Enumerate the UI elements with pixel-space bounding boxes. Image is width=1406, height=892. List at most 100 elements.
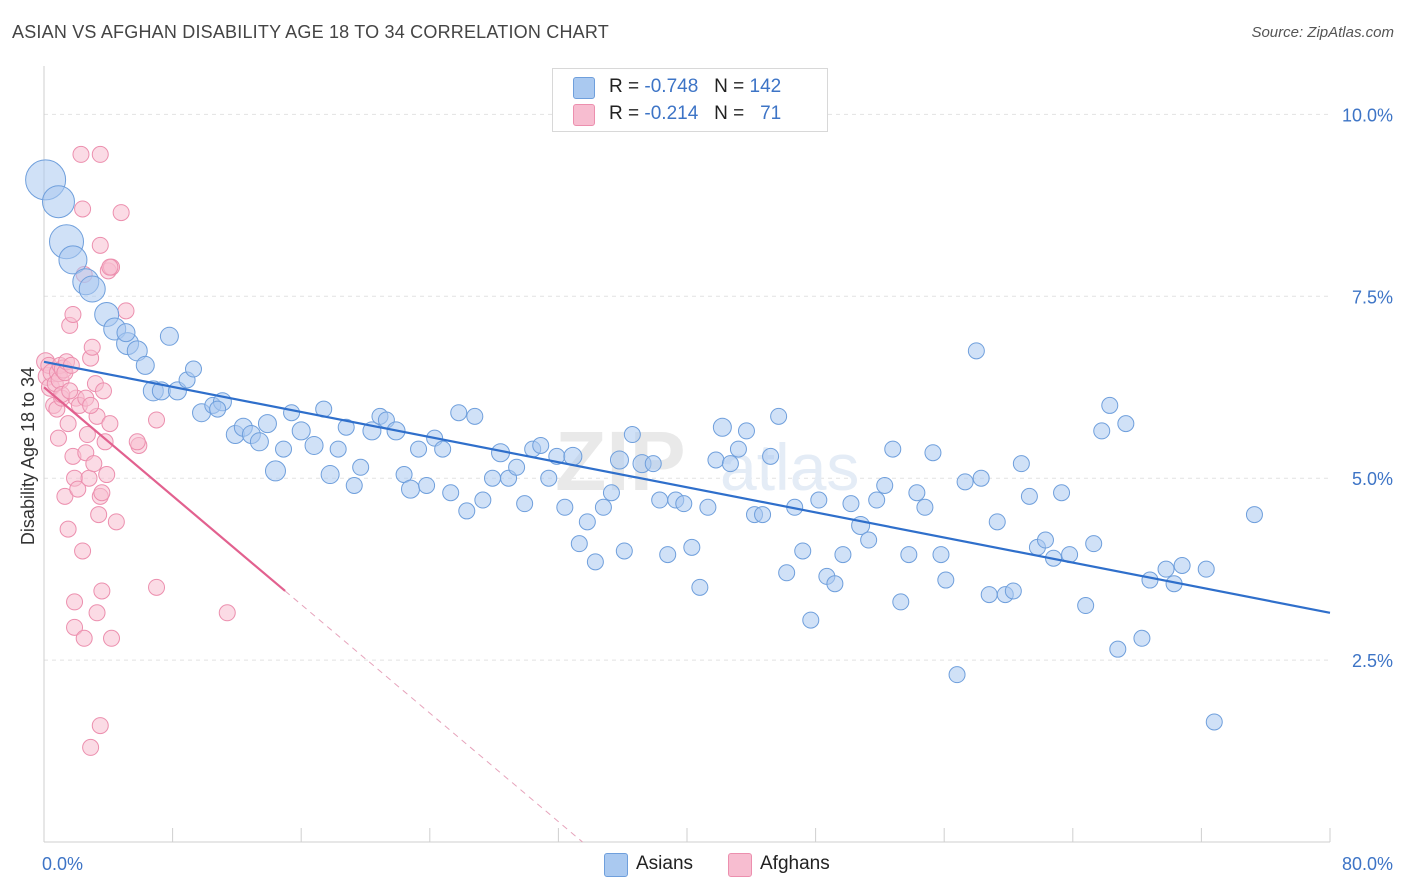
afghans-swatch <box>573 104 595 126</box>
asian-point <box>264 460 286 482</box>
gridlines <box>44 113 1330 661</box>
afghan-point <box>74 200 92 218</box>
afghan-point <box>61 382 79 400</box>
asian-point <box>972 469 990 487</box>
asian-point <box>159 326 179 346</box>
afghan-point <box>91 145 109 163</box>
asian-point <box>1109 640 1127 658</box>
afghan-point <box>90 506 108 524</box>
afghan-point <box>117 302 135 320</box>
y-tick-label: 2.5% <box>1352 651 1393 671</box>
afghan-point <box>59 520 77 538</box>
asian-point <box>707 451 725 469</box>
afghan-point <box>85 455 103 473</box>
asian-point <box>58 245 88 275</box>
y-tick-label: 5.0% <box>1352 469 1393 489</box>
asian-point <box>556 498 574 516</box>
afghan-point <box>96 433 114 451</box>
afghan-point <box>80 469 98 487</box>
afghan-point <box>93 582 111 600</box>
asian-point <box>609 450 629 470</box>
asian-point <box>508 458 526 476</box>
asian-point <box>1077 597 1095 615</box>
asian-points <box>25 159 1263 731</box>
asian-point <box>659 546 677 564</box>
asian-point <box>418 476 436 494</box>
asian-point <box>860 531 878 549</box>
asian-point <box>770 407 788 425</box>
asian-point <box>1020 487 1038 505</box>
asian-point <box>1093 422 1111 440</box>
afghan-point <box>74 542 92 560</box>
asian-point <box>275 440 293 458</box>
asian-point <box>932 546 950 564</box>
asian-point <box>249 432 269 452</box>
afghan-point <box>91 236 109 254</box>
asian-point <box>754 506 772 524</box>
afghans-r-value: -0.214 <box>644 103 699 124</box>
x-tick-label-max: 80.0% <box>1342 854 1393 874</box>
asian-point <box>834 546 852 564</box>
asian-point <box>729 440 747 458</box>
afghan-point <box>75 629 93 647</box>
asian-point <box>937 571 955 589</box>
asian-point <box>540 469 558 487</box>
asian-point <box>291 421 311 441</box>
asian-point <box>135 355 155 375</box>
asian-point <box>586 553 604 571</box>
asian-point <box>1004 582 1022 600</box>
asian-point <box>1157 560 1175 578</box>
asian-point <box>868 491 886 509</box>
afghan-point <box>107 513 125 531</box>
asian-point <box>967 342 985 360</box>
asians-r-value: -0.748 <box>644 76 699 97</box>
asian-point <box>916 498 934 516</box>
asian-point <box>675 495 693 513</box>
asians-r-label: R = <box>609 76 640 97</box>
asians-legend-label: Asians <box>636 853 694 874</box>
asian-point <box>434 440 452 458</box>
asian-point <box>594 498 612 516</box>
tick-labels: 2.5% 5.0% 7.5% 10.0% 0.0% 80.0% Disability Age… <box>18 105 1393 874</box>
afghan-point <box>112 204 130 222</box>
axes <box>43 66 1331 843</box>
asian-point <box>570 535 588 553</box>
asian-point <box>691 578 709 596</box>
afghans-n-value: 71 <box>760 103 782 124</box>
asians-n-value: 142 <box>749 76 782 97</box>
afghan-point <box>148 578 166 596</box>
asian-point <box>778 564 796 582</box>
asian-point <box>1053 484 1071 502</box>
afghan-point <box>91 717 109 735</box>
asian-point <box>900 546 918 564</box>
afghan-point <box>103 629 121 647</box>
asian-point <box>810 491 828 509</box>
afghan-point <box>88 604 106 622</box>
asian-point <box>802 611 820 629</box>
asian-point <box>1036 531 1054 549</box>
afghan-point <box>93 484 111 502</box>
afghan-point <box>72 145 90 163</box>
trend-lines <box>43 360 1331 843</box>
afghan-point <box>66 593 84 611</box>
asian-point <box>41 185 75 219</box>
chart-title: ASIAN VS AFGHAN DISABILITY AGE 18 TO 34 … <box>12 22 609 42</box>
asian-point <box>721 455 739 473</box>
afghan-trend-extension <box>284 590 583 843</box>
asian-point <box>1101 396 1119 414</box>
asian-point <box>283 404 301 422</box>
asian-point <box>737 422 755 440</box>
asian-point <box>1117 415 1135 433</box>
asian-point <box>578 513 596 531</box>
asian-point <box>1197 560 1215 578</box>
afghan-point <box>148 411 166 429</box>
asian-point <box>924 444 942 462</box>
asian-point <box>1133 629 1151 647</box>
asian-point <box>474 491 492 509</box>
afghan-point <box>49 429 67 447</box>
asian-point <box>615 542 633 560</box>
asian-point <box>842 495 860 513</box>
asian-point <box>1012 455 1030 473</box>
asians-swatch <box>573 77 595 99</box>
asian-point <box>876 476 894 494</box>
